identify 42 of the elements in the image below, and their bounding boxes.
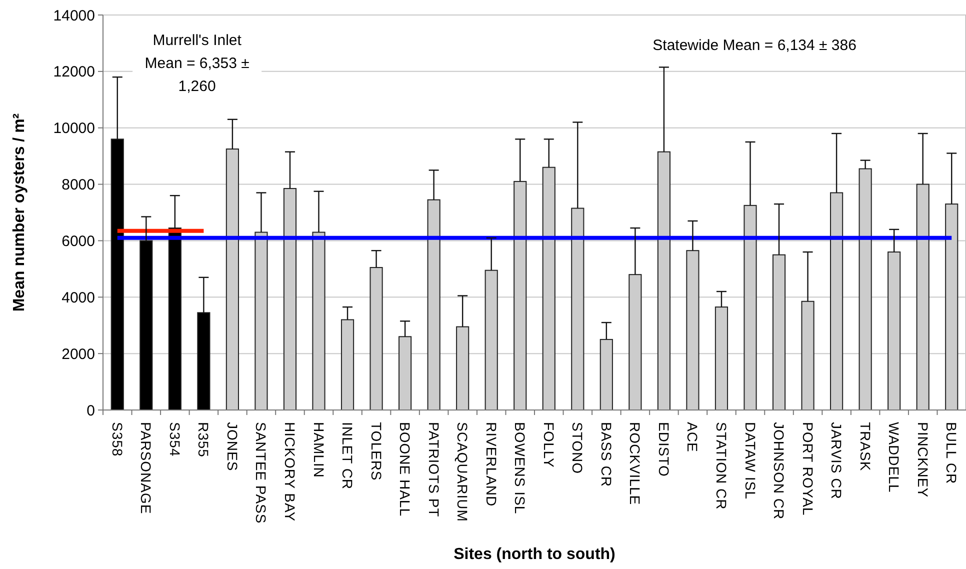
x-tick-label: PINCKNEY (914, 422, 931, 498)
x-tick-label: PATRIOTS PT (426, 422, 442, 518)
x-tick-label: PORT ROYAL (800, 422, 816, 516)
y-tick-label: 4000 (62, 289, 95, 306)
y-tick-label: 14000 (53, 7, 95, 24)
x-tick-label: INLET CR (340, 422, 356, 490)
y-tick-label: 6000 (62, 232, 95, 250)
x-tick-label: TOLERS (368, 422, 384, 481)
annotation: Murrell's Inlet Mean = 6,353 ± 1,260 (144, 32, 250, 95)
x-tick-label: SANTEE PASS (253, 422, 270, 524)
x-tick-label: STATION CR (713, 422, 730, 510)
y-tick-label: 0 (86, 402, 95, 420)
x-tick-label: JOHNSON CR (771, 422, 788, 520)
x-tick-label: BULL CR (944, 422, 960, 484)
x-tick-label: SCAQUARIUM (454, 422, 471, 522)
x-tick-label: TRASK (857, 422, 874, 472)
x-tick-label: BOWENS ISL (512, 422, 528, 514)
x-tick-label: BOONE HALL (397, 422, 414, 516)
x-tick-label: ROCKVILLE (627, 422, 644, 506)
annotation: Statewide Mean = 6,134 ± 386 (652, 37, 856, 54)
x-tick-label: BASS CR (598, 422, 614, 487)
x-tick-label: FOLLY (540, 422, 557, 468)
x-tick-label: STONO (570, 422, 586, 474)
x-tick-label: PARSONAGE (138, 422, 154, 514)
x-tick-label: WADDELL (886, 422, 902, 493)
x-tick-label: S354 (166, 422, 183, 457)
x-tick-label: HICKORY BAY (282, 422, 298, 522)
y-tick-label: 8000 (62, 176, 95, 194)
y-tick-label: 2000 (62, 346, 95, 363)
x-tick-label: ACE (684, 422, 701, 452)
y-tick-label: 10000 (53, 120, 95, 138)
y-axis-title: Mean number oysters / m² (11, 113, 28, 312)
x-tick-label: S358 (109, 422, 126, 457)
x-tick-label: JONES (224, 422, 240, 472)
x-axis-title: Sites (north to south) (454, 546, 616, 563)
x-tick-label: DATAW ISL (742, 422, 758, 500)
x-tick-label: EDISTO (656, 422, 672, 477)
y-tick-label: 12000 (53, 64, 95, 81)
x-tick-label: R355 (196, 422, 212, 458)
x-tick-label: RIVERLAND (483, 422, 500, 507)
x-tick-label: HAMLIN (310, 422, 327, 478)
x-tick-label: JARVIS CR (828, 422, 845, 500)
